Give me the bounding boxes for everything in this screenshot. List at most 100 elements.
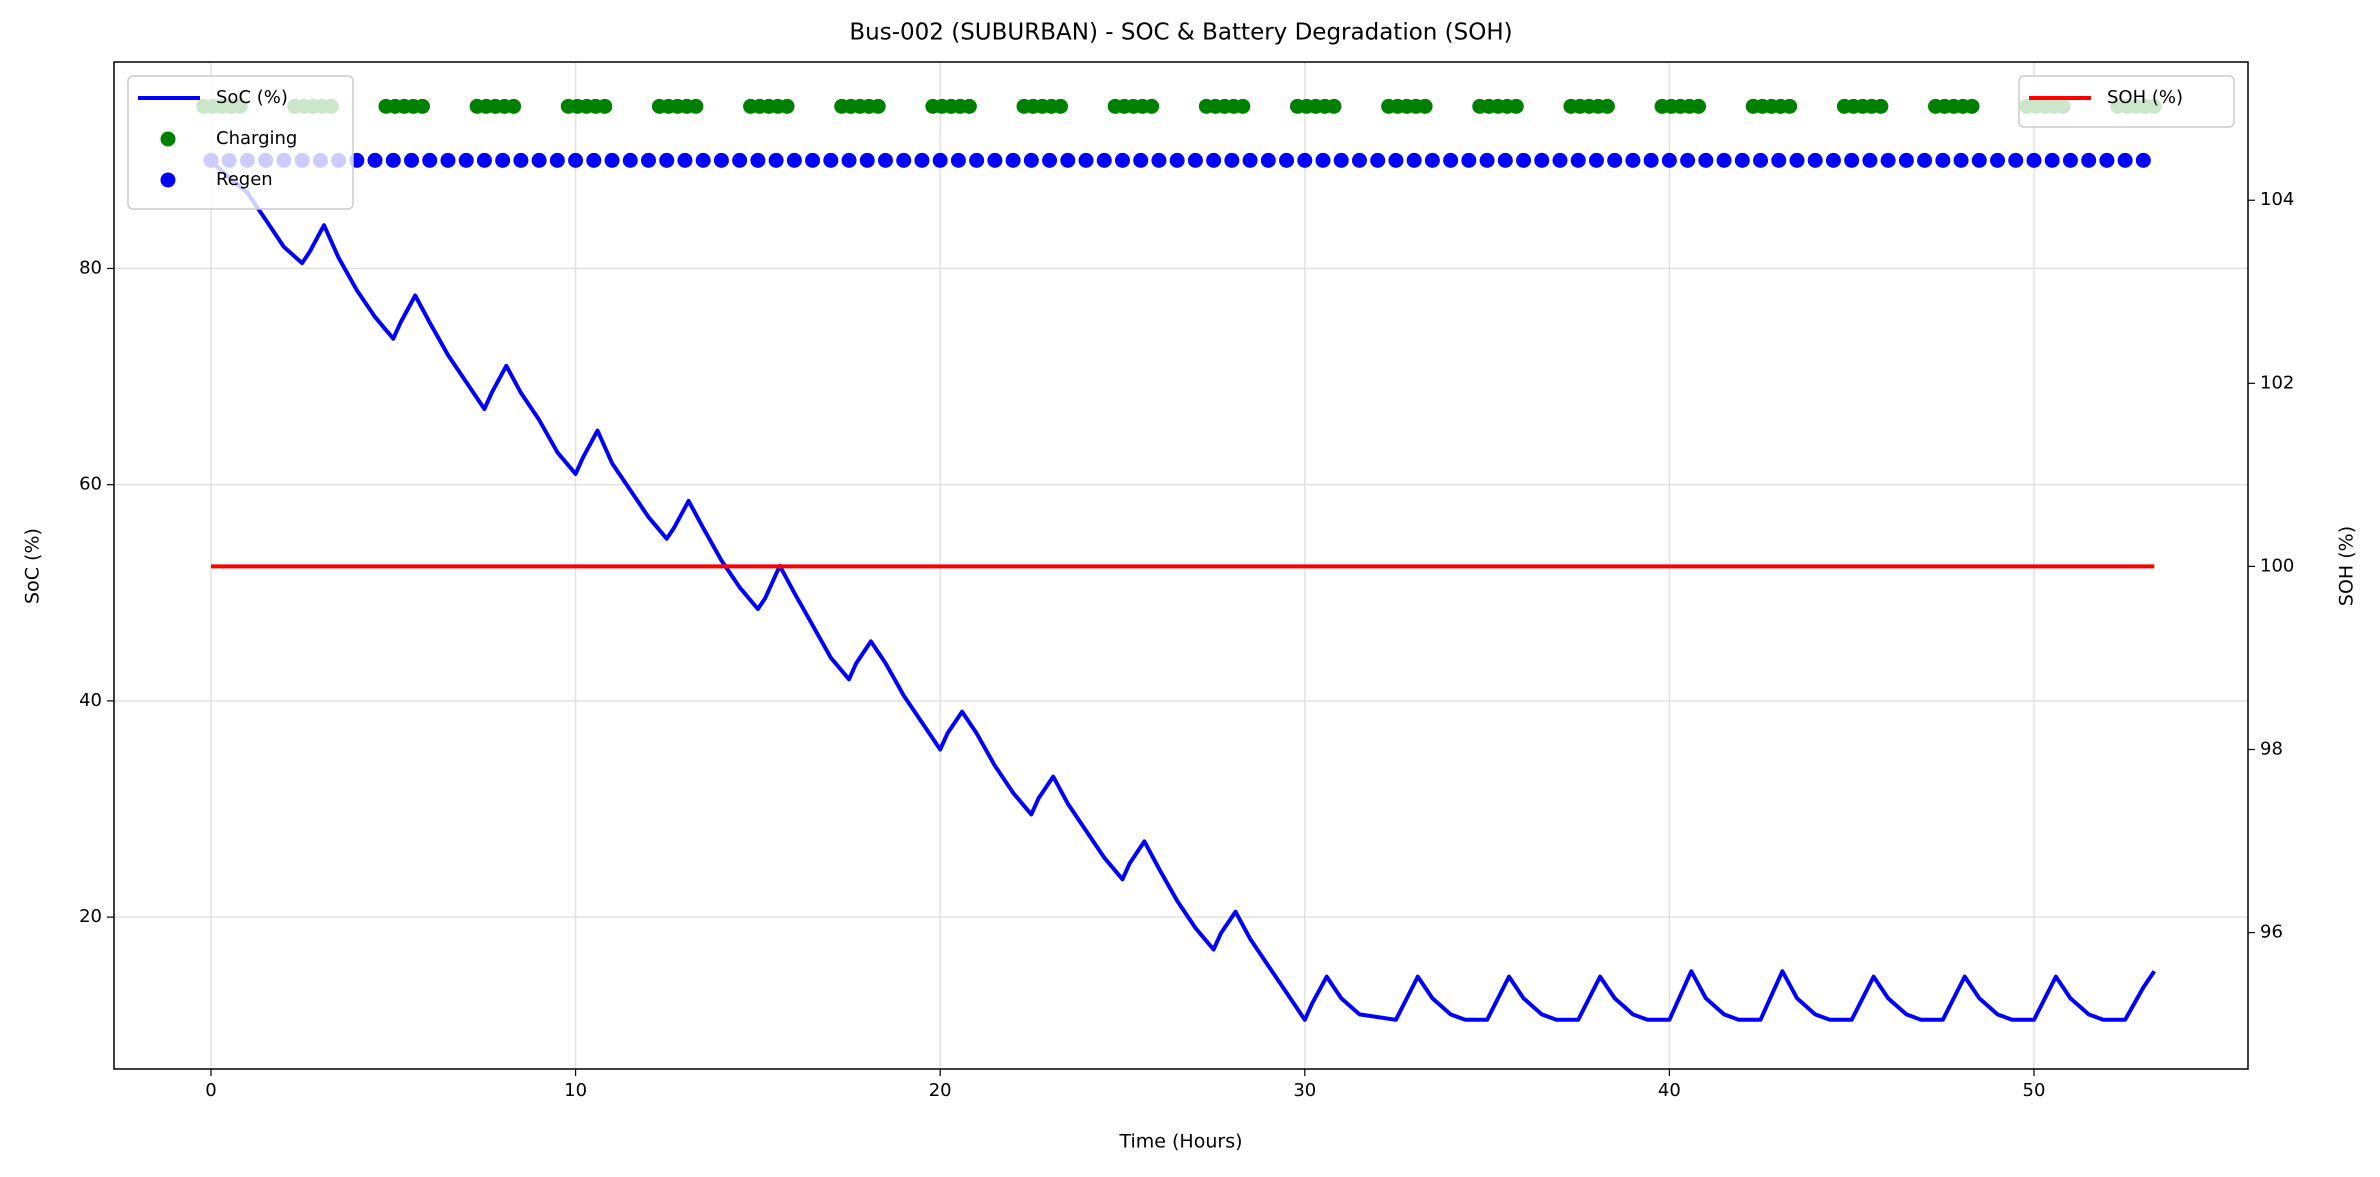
scatter-point [1599, 98, 1615, 114]
scatter-point [1964, 98, 1980, 114]
scatter-point [1151, 152, 1167, 168]
x-tick-label: 40 [1658, 1080, 1681, 1101]
scatter-point [513, 152, 529, 168]
scatter-point [458, 152, 474, 168]
scatter-point [1169, 152, 1185, 168]
scatter-point [1279, 152, 1295, 168]
scatter-point [1479, 152, 1495, 168]
legend-label: Regen [216, 169, 273, 190]
scatter-point [688, 98, 704, 114]
scatter-point [1570, 152, 1586, 168]
y-tick-label: 80 [79, 257, 102, 278]
scatter-point [2062, 152, 2078, 168]
y2-tick-label: 102 [2260, 372, 2294, 393]
scatter-point [1315, 152, 1331, 168]
scatter-point [1370, 152, 1386, 168]
scatter-point [1953, 152, 1969, 168]
scatter-point [1005, 152, 1021, 168]
scatter-point [1333, 152, 1349, 168]
x-tick-label: 10 [564, 1080, 587, 1101]
scatter-point [823, 152, 839, 168]
scatter-point [1060, 152, 1076, 168]
scatter-point [476, 152, 492, 168]
scatter-point [586, 152, 602, 168]
scatter-point [1023, 152, 1039, 168]
scatter-point [786, 152, 802, 168]
y-tick-label: 20 [79, 906, 102, 927]
axes: 0 10 20 30 40 50 20 40 60 80 96 98 100 102 104 [79, 189, 2294, 1101]
scatter-point [1516, 152, 1532, 168]
scatter-point [1691, 98, 1707, 114]
legend-box [127, 75, 354, 210]
scatter-point [896, 152, 912, 168]
scatter-point [1753, 152, 1769, 168]
scatter-point [870, 98, 886, 114]
y2-tick-label: 98 [2260, 739, 2283, 760]
scatter-point [1844, 152, 1860, 168]
scatter-point [506, 98, 522, 114]
legend: SoC (%) Charging Regen SOH (%) [127, 75, 2235, 210]
scatter-point [1862, 152, 1878, 168]
scatter-point [404, 152, 420, 168]
x-tick-label: 20 [929, 1080, 952, 1101]
scatter-point [950, 152, 966, 168]
scatter-point [1114, 152, 1130, 168]
scatter-point [1935, 152, 1951, 168]
scatter-point [495, 152, 511, 168]
scatter-point [422, 152, 438, 168]
scatter-point [859, 152, 875, 168]
scatter-point [1643, 152, 1659, 168]
scatter-point [1497, 152, 1513, 168]
scatter-point [695, 152, 711, 168]
scatter-point [1351, 152, 1367, 168]
legend-label: Charging [216, 128, 297, 149]
scatter-point [622, 152, 638, 168]
scatter-point [1825, 152, 1841, 168]
scatter-point [2008, 152, 2024, 168]
scatter-point [1680, 152, 1696, 168]
scatter-point [961, 98, 977, 114]
scatter-point [1388, 152, 1404, 168]
scatter-point [713, 152, 729, 168]
scatter-point [750, 152, 766, 168]
y-tick-label: 60 [79, 474, 102, 495]
scatter-point [1461, 152, 1477, 168]
scatter-point [1734, 152, 1750, 168]
x-tick-label: 0 [205, 1080, 216, 1101]
scatter-point [1187, 152, 1203, 168]
scatter-point [914, 152, 930, 168]
y2-tick-label: 104 [2260, 189, 2294, 210]
scatter-point [1782, 98, 1798, 114]
x-axis-label: Time (Hours) [1118, 1131, 1242, 1153]
scatter-point [1898, 152, 1914, 168]
scatter-point [1698, 152, 1714, 168]
scatter-point [1607, 152, 1623, 168]
scatter-point [659, 152, 675, 168]
legend-marker [160, 131, 176, 147]
scatter-point [1297, 152, 1313, 168]
scatter-point [841, 152, 857, 168]
legend-label: SOH (%) [2107, 87, 2183, 108]
x-tick-label: 50 [2023, 1080, 2046, 1101]
scatter-point [440, 152, 456, 168]
y-tick-label: 40 [79, 690, 102, 711]
scatter-point [597, 98, 613, 114]
chart-title: Bus-002 (SUBURBAN) - SOC & Battery Degra… [849, 20, 1512, 46]
scatter-point [367, 152, 383, 168]
legend-marker [160, 172, 176, 188]
scatter-point [1052, 98, 1068, 114]
x-tick-label: 30 [1293, 1080, 1316, 1101]
scatter-point [1716, 152, 1732, 168]
scatter-point [641, 152, 657, 168]
scatter-point [2081, 152, 2097, 168]
scatter-point [1625, 152, 1641, 168]
scatter-point [414, 98, 430, 114]
scatter-point [779, 98, 795, 114]
scatter-point [987, 152, 1003, 168]
scatter-point [1917, 152, 1933, 168]
scatter-point [768, 152, 784, 168]
scatter-point [1880, 152, 1896, 168]
